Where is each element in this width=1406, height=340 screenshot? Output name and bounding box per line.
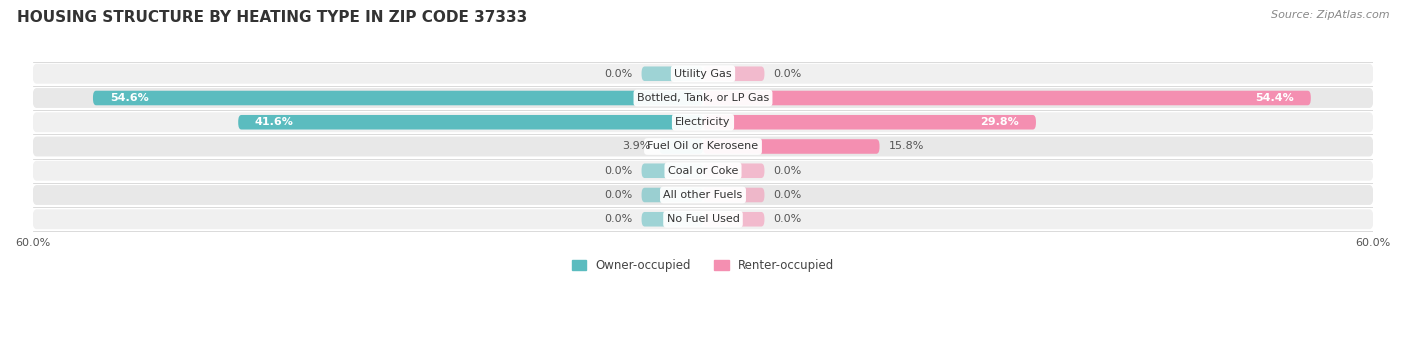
Text: 0.0%: 0.0% xyxy=(605,190,633,200)
FancyBboxPatch shape xyxy=(703,188,765,202)
Text: Utility Gas: Utility Gas xyxy=(675,69,731,79)
Text: 0.0%: 0.0% xyxy=(605,69,633,79)
Text: 3.9%: 3.9% xyxy=(621,141,651,152)
Text: 54.4%: 54.4% xyxy=(1256,93,1294,103)
Text: 0.0%: 0.0% xyxy=(605,166,633,176)
Text: Bottled, Tank, or LP Gas: Bottled, Tank, or LP Gas xyxy=(637,93,769,103)
Text: 0.0%: 0.0% xyxy=(773,214,801,224)
Text: 41.6%: 41.6% xyxy=(254,117,294,127)
Text: 15.8%: 15.8% xyxy=(889,141,924,152)
Text: 0.0%: 0.0% xyxy=(773,190,801,200)
FancyBboxPatch shape xyxy=(32,137,1374,156)
FancyBboxPatch shape xyxy=(641,67,703,81)
Text: 0.0%: 0.0% xyxy=(773,69,801,79)
FancyBboxPatch shape xyxy=(703,212,765,226)
FancyBboxPatch shape xyxy=(703,91,1310,105)
FancyBboxPatch shape xyxy=(93,91,703,105)
FancyBboxPatch shape xyxy=(32,64,1374,84)
Text: 0.0%: 0.0% xyxy=(605,214,633,224)
FancyBboxPatch shape xyxy=(703,164,765,178)
Text: Fuel Oil or Kerosene: Fuel Oil or Kerosene xyxy=(647,141,759,152)
FancyBboxPatch shape xyxy=(703,139,880,154)
Text: Electricity: Electricity xyxy=(675,117,731,127)
FancyBboxPatch shape xyxy=(32,185,1374,205)
Legend: Owner-occupied, Renter-occupied: Owner-occupied, Renter-occupied xyxy=(567,254,839,277)
FancyBboxPatch shape xyxy=(703,115,1036,130)
Text: 29.8%: 29.8% xyxy=(980,117,1019,127)
Text: 0.0%: 0.0% xyxy=(773,166,801,176)
FancyBboxPatch shape xyxy=(659,139,703,154)
FancyBboxPatch shape xyxy=(238,115,703,130)
FancyBboxPatch shape xyxy=(641,188,703,202)
FancyBboxPatch shape xyxy=(703,67,765,81)
Text: All other Fuels: All other Fuels xyxy=(664,190,742,200)
FancyBboxPatch shape xyxy=(32,112,1374,132)
FancyBboxPatch shape xyxy=(32,161,1374,181)
FancyBboxPatch shape xyxy=(32,88,1374,108)
FancyBboxPatch shape xyxy=(641,164,703,178)
FancyBboxPatch shape xyxy=(32,209,1374,229)
Text: 54.6%: 54.6% xyxy=(110,93,149,103)
Text: No Fuel Used: No Fuel Used xyxy=(666,214,740,224)
Text: Source: ZipAtlas.com: Source: ZipAtlas.com xyxy=(1271,10,1389,20)
Text: HOUSING STRUCTURE BY HEATING TYPE IN ZIP CODE 37333: HOUSING STRUCTURE BY HEATING TYPE IN ZIP… xyxy=(17,10,527,25)
Text: Coal or Coke: Coal or Coke xyxy=(668,166,738,176)
FancyBboxPatch shape xyxy=(641,212,703,226)
